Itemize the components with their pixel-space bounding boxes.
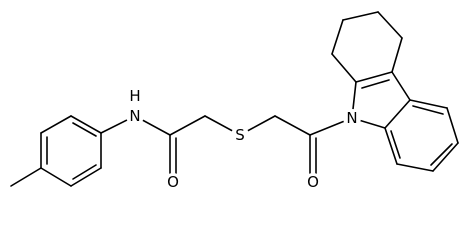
atom-labels: H N O S O N bbox=[126, 87, 361, 191]
atom-label: N bbox=[129, 107, 140, 125]
atom-label: O bbox=[307, 173, 319, 191]
atom-label: H bbox=[129, 87, 140, 105]
atom-label: S bbox=[235, 126, 245, 144]
molecule-diagram: H N O S O N bbox=[10, 11, 459, 191]
atom-label: N bbox=[346, 109, 357, 127]
bonds bbox=[10, 11, 459, 187]
atom-label: O bbox=[167, 173, 179, 191]
